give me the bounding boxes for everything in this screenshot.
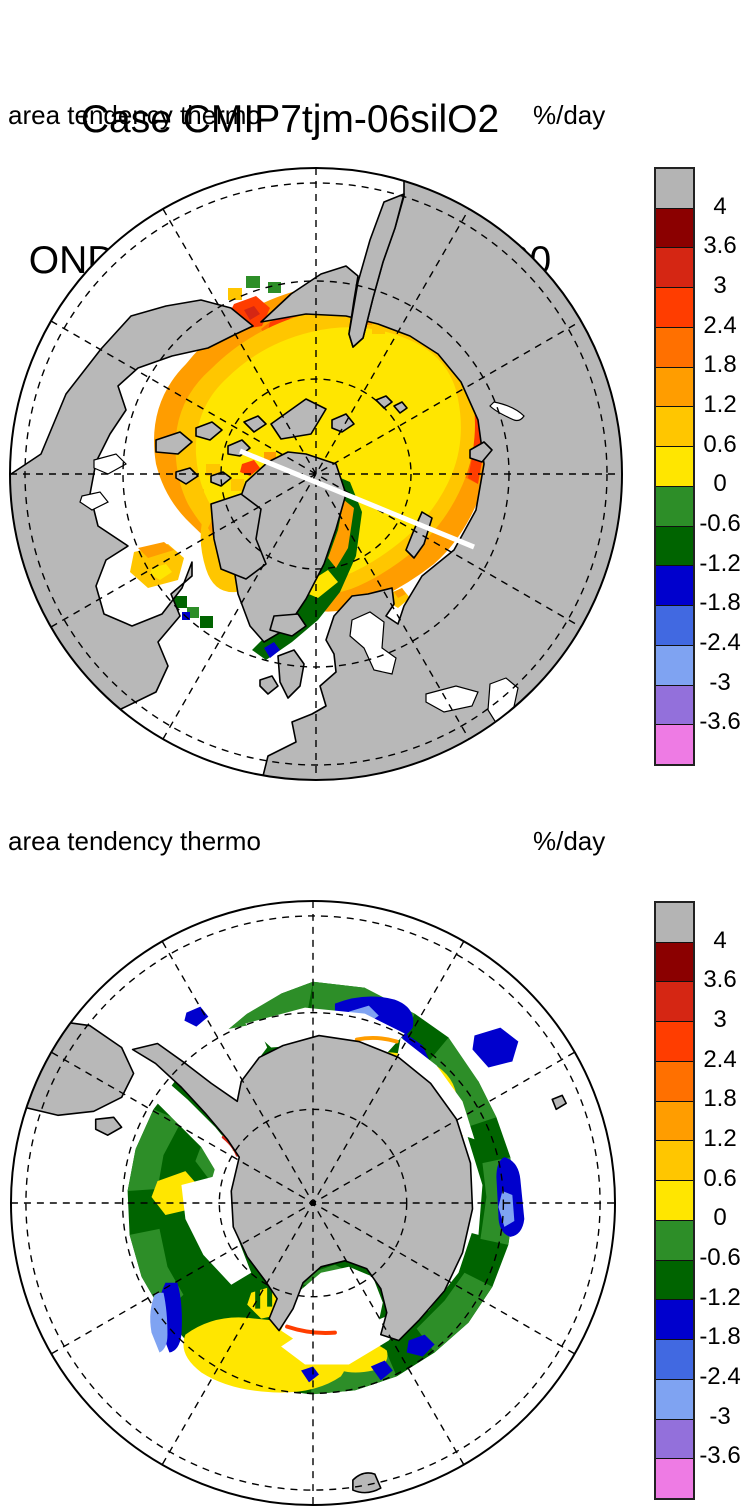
iceland-landmass [269,613,307,637]
colorbar-tick-label: 4 [713,192,727,220]
colorbar-cell [656,1219,693,1260]
colorbar-cell [656,1418,693,1459]
colorbar-tick-label: 1.2 [703,1125,737,1152]
colorbar-tick-label: -1.2 [699,1283,741,1311]
colorbar-panel2 [654,901,695,1500]
colorbar-panel2-labels: 4 3.6 3 2.4 1.8 1.2 0.6 0 -0.6 -1.2 -1.8 -2.4 -3 -3.6 [691,901,747,1496]
colorbar-tick-label: -1.2 [699,549,741,577]
colorbar-tick-label: 3.6 [703,232,737,260]
colorbar-cell [656,446,693,486]
colorbar-cell [656,605,693,645]
lake-baikal [489,401,525,422]
colorbar-cell [656,525,693,566]
colorbar-cell [656,1140,693,1181]
colorbar-cell [656,565,693,606]
colorbar-tick-label: -1.8 [699,589,741,617]
colorbar-tick-label: -2.4 [699,629,741,656]
colorbar-panel1 [654,167,695,766]
colorbar-tick-label: -0.6 [699,1244,741,1271]
colorbar-cell [656,247,693,288]
colorbar-cell [656,1100,693,1141]
colorbar-tick-label: 1.2 [703,391,737,418]
arctic-lakes [79,401,525,727]
colorbar-tick-label: -0.6 [699,510,741,537]
colorbar-cell [656,724,693,765]
colorbar-tick-label: 4 [713,926,727,954]
colorbar-tick-label: -3.6 [699,1442,741,1470]
colorbar-tick-label: 0.6 [703,430,737,458]
colorbar-cell [656,287,693,327]
arctic-map [9,167,623,781]
greenland-landmass [231,451,347,643]
colorbar-cell [656,169,693,208]
antarctic-map-boundary [9,899,617,1507]
colorbar-cell [656,684,693,725]
colorbar-cell [656,1378,693,1419]
colorbar-cell [656,1299,693,1340]
colorbar-tick-label: 0 [713,1204,727,1232]
baltic-sea [349,611,397,675]
colorbar-tick-label: -2.4 [699,1363,741,1390]
antarctic-map [9,899,617,1507]
colorbar-cell [656,1060,693,1101]
colorbar-tick-label: 3.6 [703,966,737,994]
colorbar-cell [656,1021,693,1061]
island-bottom [352,1472,382,1494]
colorbar-cell [656,1339,693,1379]
colorbar-tick-label: -3.6 [699,708,741,736]
colorbar-cell [656,1458,693,1499]
colorbar-tick-label: 0 [713,470,727,498]
colorbar-tick-label: 1.8 [703,351,737,379]
colorbar-tick-label: 0.6 [703,1164,737,1192]
colorbar-tick-label: 1.8 [703,1085,737,1113]
colorbar-cell [656,366,693,407]
panel1-units-label: %/day [533,100,606,130]
colorbar-cell [656,326,693,367]
black-sea [425,685,479,713]
colorbar-cell [656,406,693,447]
colorbar-panel1-labels: 4 3.6 3 2.4 1.8 1.2 0.6 0 -0.6 -1.2 -1.8 -2.4 -3 -3.6 [691,167,747,762]
colorbar-cell [656,1180,693,1220]
panel1-variable-label: area tendency thermo [8,100,261,130]
missing-data-transect-line [239,448,475,550]
colorbar-cell [656,981,693,1022]
island-right [551,1094,567,1111]
colorbar-tick-label: 2.4 [703,311,737,339]
arctic-map-boundary [9,167,623,781]
panel2-units-label: %/day [533,826,606,856]
title-line-1: Case CMIP7tjm-06silO2 [80,98,500,141]
colorbar-tick-label: -3 [709,1402,731,1430]
colorbar-cell [656,903,693,942]
colorbar-tick-label: 3 [713,272,727,299]
antarctic-graticule [10,900,616,1506]
colorbar-tick-label: -1.8 [699,1323,741,1351]
colorbar-tick-label: -3 [709,668,731,696]
colorbar-cell [656,1259,693,1300]
arctic-graticule [10,168,622,780]
colorbar-cell [656,207,693,248]
colorbar-cell [656,644,693,685]
colorbar-cell [656,485,693,526]
antarctica-landmass [131,1034,474,1342]
colorbar-cell [656,941,693,982]
colorbar-tick-label: 2.4 [703,1045,737,1073]
colorbar-tick-label: 3 [713,1006,727,1033]
panel2-variable-label: area tendency thermo [8,826,261,856]
